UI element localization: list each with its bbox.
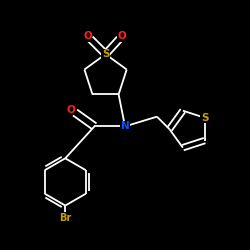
Text: N: N (120, 122, 130, 132)
Text: Br: Br (59, 213, 72, 223)
Text: S: S (102, 49, 109, 59)
Text: S: S (201, 113, 208, 123)
Text: O: O (83, 31, 92, 41)
Text: O: O (66, 105, 75, 115)
Text: O: O (118, 31, 126, 41)
